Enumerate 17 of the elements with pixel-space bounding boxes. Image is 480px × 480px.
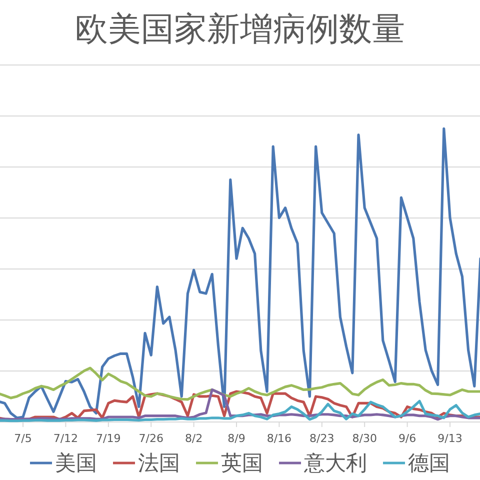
x-tick-label: 9/13 — [438, 432, 462, 445]
x-tick-label: 8/2 — [184, 432, 203, 445]
x-tick-label: 8/16 — [266, 432, 292, 445]
x-tick-label: 9/6 — [398, 432, 416, 445]
legend-label: 美国 — [55, 451, 97, 475]
x-tick-label: 8/30 — [352, 432, 377, 445]
x-tick-label: 8/23 — [310, 432, 334, 445]
legend-label: 法国 — [138, 451, 180, 475]
legend-label: 德国 — [408, 451, 450, 475]
x-tick-label: 8/9 — [228, 432, 246, 445]
x-tick-label: 7/12 — [53, 432, 78, 445]
x-tick-label: 7/19 — [96, 432, 121, 445]
x-tick-label: 7/5 — [14, 432, 32, 445]
chart-title: 欧美国家新增病例数量 — [75, 9, 405, 48]
legend-label: 意大利 — [303, 451, 367, 475]
x-tick-label: 7/26 — [138, 432, 164, 445]
legend-label: 英国 — [221, 451, 263, 475]
